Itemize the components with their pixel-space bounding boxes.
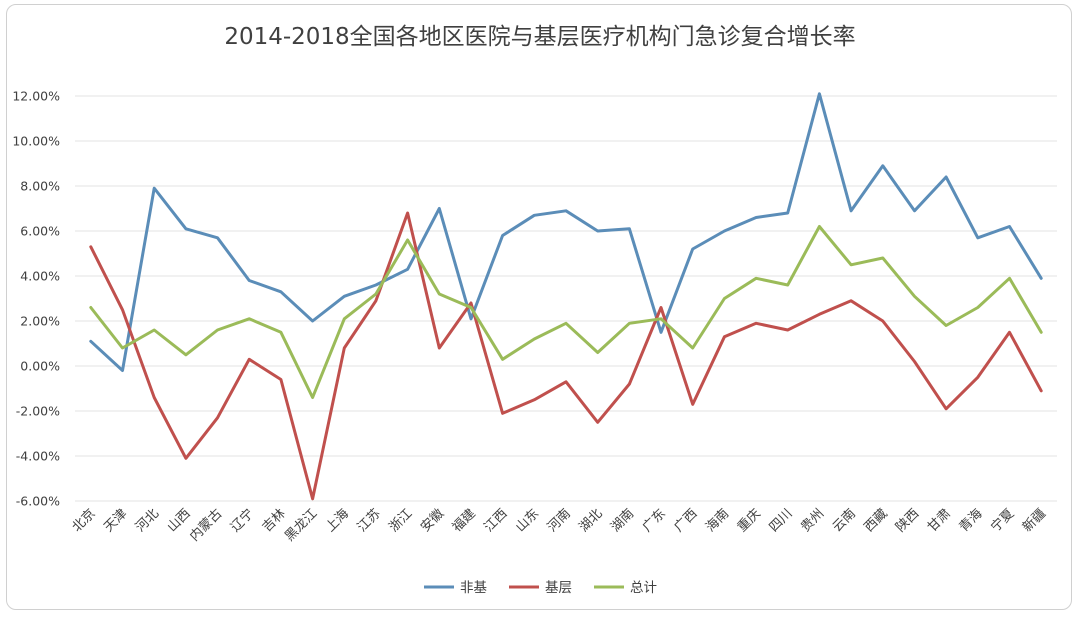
x-tick-label: 贵州 xyxy=(798,506,827,535)
x-tick-label: 宁夏 xyxy=(988,506,1018,536)
y-tick-label: -2.00% xyxy=(16,404,60,419)
x-tick-label: 四川 xyxy=(767,506,796,535)
x-tick-label: 江苏 xyxy=(354,506,384,536)
y-tick-label: 12.00% xyxy=(12,89,60,104)
x-tick-label: 河南 xyxy=(544,506,574,536)
y-axis-ticks: 12.00% 10.00% 8.00% 6.00% 4.00% 2.00% 0.00% -2.… xyxy=(12,89,60,509)
x-tick-label: 湖南 xyxy=(607,506,637,536)
x-tick-label: 陕西 xyxy=(893,506,922,535)
x-tick-label: 安徽 xyxy=(418,506,447,535)
x-tick-label: 北京 xyxy=(70,506,99,535)
y-tick-label: 0.00% xyxy=(20,359,60,374)
x-tick-label: 辽宁 xyxy=(227,506,257,536)
gridlines xyxy=(75,95,1057,502)
x-tick-label: 上海 xyxy=(323,506,352,535)
y-tick-label: 2.00% xyxy=(20,314,60,329)
legend-label: 非基 xyxy=(460,579,487,596)
x-tick-label: 湖北 xyxy=(577,506,606,535)
x-tick-label: 青海 xyxy=(957,506,986,535)
x-tick-label: 河北 xyxy=(133,506,162,535)
y-tick-label: -6.00% xyxy=(16,494,60,509)
x-tick-label: 西藏 xyxy=(862,506,891,535)
x-tick-label: 山东 xyxy=(513,506,542,535)
legend: 非基 基层 总计 xyxy=(424,579,657,596)
legend-label: 基层 xyxy=(545,579,572,596)
x-tick-label: 黑龙江 xyxy=(282,506,320,544)
series-lines xyxy=(89,92,1043,501)
x-tick-label: 福建 xyxy=(450,506,479,535)
series-line-2 xyxy=(89,225,1043,399)
x-tick-label: 江西 xyxy=(481,506,510,535)
x-tick-label: 内蒙古 xyxy=(186,506,225,545)
x-tick-label: 广东 xyxy=(640,506,669,535)
y-tick-label: -4.00% xyxy=(16,449,60,464)
series-line-0 xyxy=(89,92,1043,372)
chart-frame xyxy=(6,4,1072,610)
y-tick-label: 4.00% xyxy=(20,269,60,284)
legend-label: 总计 xyxy=(630,580,657,596)
x-tick-label: 云南 xyxy=(829,506,859,536)
x-tick-label: 重庆 xyxy=(734,506,764,536)
series-line-1 xyxy=(89,211,1043,501)
x-tick-label: 海南 xyxy=(703,506,733,536)
chart-title: 2014-2018全国各地区医院与基层医疗机构门急诊复合增长率 xyxy=(224,24,855,50)
x-tick-label: 广西 xyxy=(672,506,701,535)
x-tick-label: 新疆 xyxy=(1019,506,1049,536)
y-tick-label: 10.00% xyxy=(12,134,60,149)
x-tick-label: 天津 xyxy=(101,506,130,535)
x-tick-label: 甘肃 xyxy=(925,506,954,535)
y-tick-label: 6.00% xyxy=(20,224,60,239)
y-tick-label: 8.00% xyxy=(20,179,60,194)
x-tick-label: 浙江 xyxy=(386,506,415,535)
